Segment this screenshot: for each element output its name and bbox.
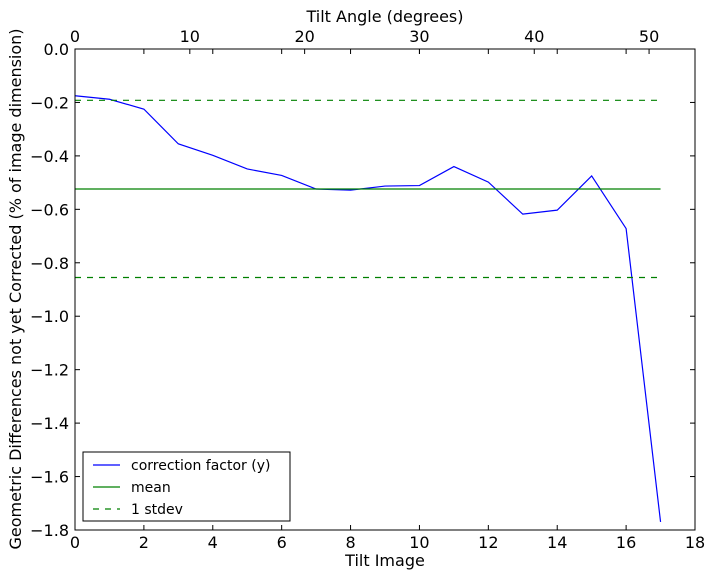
x-tick-label: 0 bbox=[70, 533, 80, 552]
x-tick-label: 18 bbox=[685, 533, 705, 552]
x-tick-label: 10 bbox=[409, 533, 429, 552]
series-line-0 bbox=[74, 95, 662, 523]
x-axis-label: Tilt Image bbox=[344, 551, 425, 570]
x2-tick-label: 10 bbox=[180, 27, 200, 46]
y-tick-label: −1.2 bbox=[30, 361, 69, 380]
x2-tick-label: 50 bbox=[639, 27, 659, 46]
legend-label-2: 1 stdev bbox=[131, 502, 183, 518]
y-axis-label: Geometric Differences not yet Corrected … bbox=[6, 28, 25, 549]
x-tick-label: 6 bbox=[277, 533, 287, 552]
series-layer bbox=[74, 95, 662, 523]
x-tick-label: 8 bbox=[345, 533, 355, 552]
plot-frame bbox=[74, 48, 696, 531]
x-tick-label: 2 bbox=[139, 533, 149, 552]
x2-axis-label: Tilt Angle (degrees) bbox=[305, 7, 463, 26]
y-tick-label: −1.6 bbox=[30, 468, 69, 487]
x-tick-label: 4 bbox=[208, 533, 218, 552]
x2-tick-label: 0 bbox=[70, 27, 80, 46]
x2-tick-label: 40 bbox=[524, 27, 544, 46]
y-tick-label: −0.2 bbox=[30, 93, 69, 112]
x2-tick-label: 20 bbox=[294, 27, 314, 46]
y-tick-label: −1.0 bbox=[30, 307, 69, 326]
y-tick-label: −0.4 bbox=[30, 147, 69, 166]
y-tick-label: −1.8 bbox=[30, 521, 69, 540]
legend-label-1: mean bbox=[131, 480, 171, 496]
y-tick-label: −1.4 bbox=[30, 414, 69, 433]
y-tick-label: 0.0 bbox=[44, 40, 69, 59]
ticks-layer: 0 2 4 6 8 10 12 14 16 18 0.0 −0.2 −0.4 −0.6 −0.8 −1.0 −1… bbox=[30, 27, 705, 552]
y-tick-label: −0.6 bbox=[30, 200, 69, 219]
y-tick-label: −0.8 bbox=[30, 254, 69, 273]
legend: correction factor (y) mean 1 stdev bbox=[82, 451, 291, 522]
x-tick-label: 12 bbox=[478, 533, 498, 552]
plot-background bbox=[75, 49, 695, 530]
x2-tick-label: 30 bbox=[409, 27, 429, 46]
x-tick-label: 16 bbox=[616, 533, 636, 552]
legend-label-0: correction factor (y) bbox=[131, 458, 270, 474]
x-tick-label: 14 bbox=[547, 533, 567, 552]
